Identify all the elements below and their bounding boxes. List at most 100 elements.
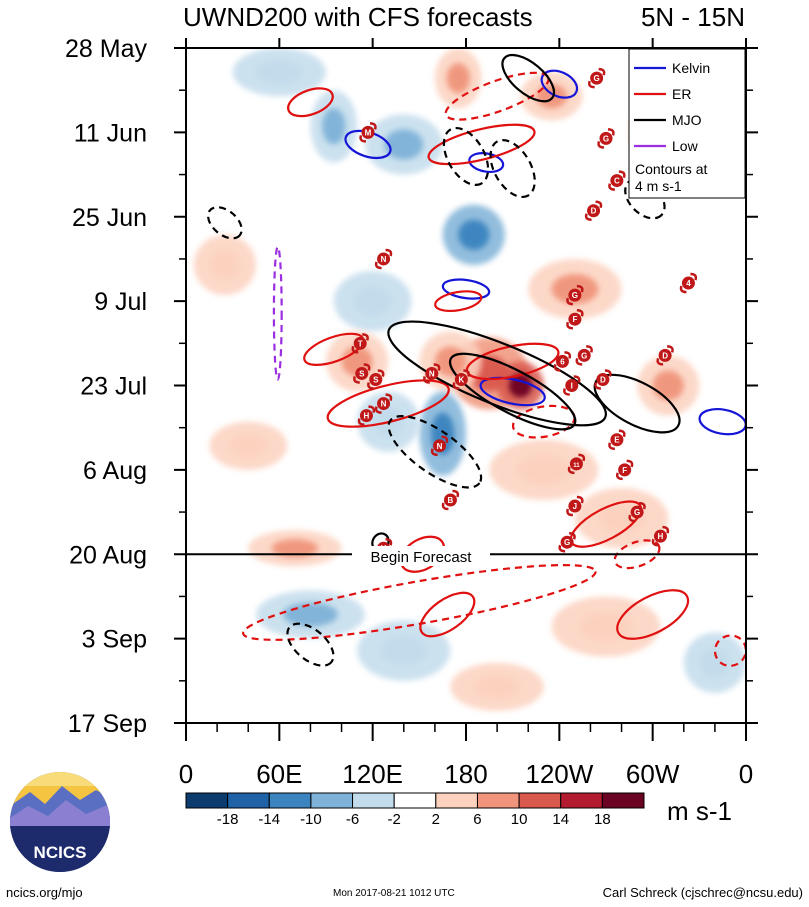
storm-marker-27: G xyxy=(628,501,646,523)
storm-marker-tail xyxy=(626,459,634,468)
storm-marker-tail xyxy=(423,376,430,384)
storm-marker-tail xyxy=(452,489,460,498)
contour-er-16 xyxy=(242,563,597,641)
colorbar-tick-label: -18 xyxy=(217,811,239,828)
contour-er-19 xyxy=(713,634,746,667)
anomaly-blob-core xyxy=(652,370,684,401)
storm-marker-14: S xyxy=(367,369,385,390)
storm-marker-label: B xyxy=(448,496,454,505)
storm-marker-label: G xyxy=(634,508,640,517)
storm-marker-22: E xyxy=(608,429,626,450)
storm-marker-disc xyxy=(377,252,391,266)
storm-marker-disc xyxy=(359,409,373,423)
storm-marker-label: N xyxy=(437,442,443,451)
colorbar-tick-label: 2 xyxy=(432,811,440,828)
storm-marker-label: H xyxy=(364,412,370,421)
anomaly-blob-core xyxy=(209,249,241,281)
colorbar-box xyxy=(601,792,645,809)
anomaly-blob-3 xyxy=(434,48,482,109)
storm-marker-disc xyxy=(361,125,375,139)
storm-marker-7: G xyxy=(566,284,584,306)
footer-author: Carl Schreck (cjschrec@ncsu.edu) xyxy=(602,885,803,900)
storm-marker-tail xyxy=(351,345,359,354)
storm-marker-layer: MGGCDN4GFTG6DSSNKIDNHNEF11BJGHGH xyxy=(351,67,698,559)
storm-marker-tail xyxy=(566,297,573,306)
anomaly-blob-17 xyxy=(209,421,288,470)
storm-marker-tail xyxy=(564,351,572,359)
contour-er-11 xyxy=(434,290,483,313)
storm-marker-disc xyxy=(618,463,632,477)
storm-marker-disc xyxy=(355,366,369,380)
storm-marker-tail xyxy=(598,67,606,76)
storm-marker-disc xyxy=(587,204,601,218)
x-tick-label: 120E xyxy=(342,759,403,789)
storm-marker-2: G xyxy=(597,128,615,149)
storm-marker-tail xyxy=(662,525,670,534)
storm-marker-disc xyxy=(599,131,613,145)
storm-marker-label: C xyxy=(614,177,620,186)
anomaly-blob-15 xyxy=(419,391,466,476)
anomaly-blob-19 xyxy=(248,530,342,567)
storm-marker-26: J xyxy=(566,495,584,517)
legend-entry-low: Low xyxy=(634,138,699,154)
region-label: 5N - 15N xyxy=(641,2,745,32)
storm-marker-disc xyxy=(377,397,391,411)
storm-marker-disc xyxy=(369,372,383,386)
storm-marker-tail xyxy=(385,537,393,546)
colorbar-box xyxy=(352,792,395,809)
storm-marker-tail xyxy=(594,382,601,390)
colorbar-tick-label: -14 xyxy=(258,811,280,828)
legend-label: MJO xyxy=(672,112,702,128)
anomaly-blob-core xyxy=(516,454,571,485)
contour-mjo-29 xyxy=(286,622,335,667)
colorbar-tick-label: -6 xyxy=(346,811,359,828)
legend-entry-kelvin: Kelvin xyxy=(634,60,710,76)
storm-marker-label: E xyxy=(614,436,620,445)
storm-marker-21: N xyxy=(430,435,449,457)
contour-kelvin-4 xyxy=(468,152,505,173)
storm-marker-tail xyxy=(584,213,592,221)
storm-marker-label: M xyxy=(365,128,372,137)
storm-marker-tail xyxy=(362,333,369,341)
storm-marker-label: G xyxy=(572,291,578,300)
storm-marker-label: H xyxy=(658,532,664,541)
colorbar-box xyxy=(393,792,437,809)
legend-note-line-1: Contours at xyxy=(635,161,707,177)
x-tick-label: 0 xyxy=(739,759,753,789)
storm-marker-8: F xyxy=(566,308,584,330)
y-tick-label: 28 May xyxy=(65,35,147,63)
contour-mjo-23 xyxy=(593,373,681,434)
storm-marker-tail xyxy=(618,170,626,178)
storm-marker-disc xyxy=(568,499,582,513)
storm-marker-tail xyxy=(385,248,393,257)
storm-marker-tail xyxy=(566,321,573,330)
storm-marker-label: N xyxy=(381,400,387,409)
storm-marker-label: D xyxy=(591,207,597,216)
storm-marker-tail xyxy=(463,369,471,377)
contour-er-6 xyxy=(427,123,536,166)
colorbar-box xyxy=(476,792,520,809)
anomaly-blob-22 xyxy=(357,620,451,681)
anomaly-blob-6 xyxy=(442,204,505,265)
x-tick-label: 180 xyxy=(444,759,487,789)
storm-marker-tail xyxy=(597,141,605,149)
storm-marker-tail xyxy=(651,538,659,547)
anomaly-blob-core xyxy=(473,674,521,699)
storm-marker-1: G xyxy=(587,67,606,89)
storm-marker-13: S xyxy=(353,363,371,384)
contour-kelvin-0 xyxy=(441,278,491,300)
storm-marker-29: G xyxy=(558,531,576,553)
colorbar-box xyxy=(227,792,270,809)
legend-entry-er: ER xyxy=(634,86,691,102)
storm-marker-label: 6 xyxy=(560,357,565,366)
anomaly-blob-2 xyxy=(364,114,443,175)
colorbar-box xyxy=(560,792,603,809)
x-tick-label: 120W xyxy=(525,759,593,789)
anomaly-blob-core xyxy=(380,635,428,666)
storm-marker-17: I xyxy=(563,375,581,396)
storm-marker-tail xyxy=(357,418,365,426)
storm-marker-tail xyxy=(667,345,674,353)
anomaly-blob-core xyxy=(256,60,303,85)
anomaly-blob-25 xyxy=(450,662,544,711)
storm-marker-11: 6 xyxy=(553,351,572,372)
